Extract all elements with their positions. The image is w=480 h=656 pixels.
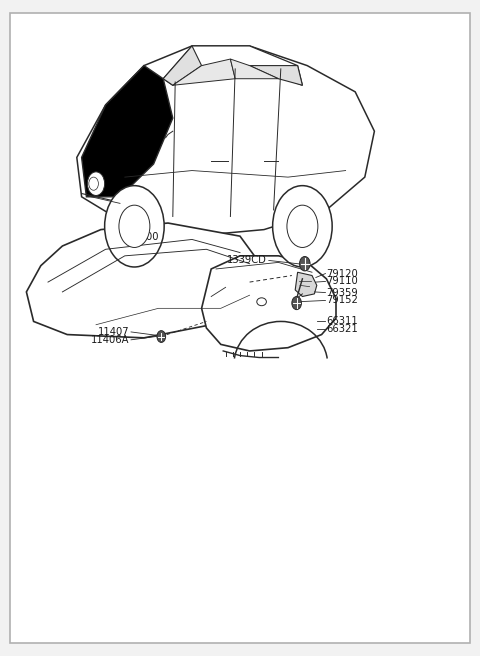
Circle shape <box>157 331 166 342</box>
Polygon shape <box>173 59 235 85</box>
Circle shape <box>292 297 301 310</box>
Text: 11407: 11407 <box>98 327 130 337</box>
Polygon shape <box>77 46 374 236</box>
Text: 66321: 66321 <box>326 324 358 335</box>
Circle shape <box>89 177 98 190</box>
Polygon shape <box>82 66 173 197</box>
Polygon shape <box>163 46 202 85</box>
Polygon shape <box>250 66 302 85</box>
Text: 66400: 66400 <box>127 232 159 243</box>
Polygon shape <box>163 46 302 85</box>
Text: 66311: 66311 <box>326 316 358 327</box>
FancyBboxPatch shape <box>10 13 470 643</box>
Circle shape <box>287 205 318 247</box>
Text: 79120: 79120 <box>326 268 358 279</box>
Text: 1339CD: 1339CD <box>227 255 266 266</box>
Text: 11406A: 11406A <box>91 335 130 345</box>
Circle shape <box>300 256 310 271</box>
Text: 79110: 79110 <box>326 276 358 287</box>
Polygon shape <box>230 59 278 79</box>
Circle shape <box>105 186 164 267</box>
Circle shape <box>87 172 105 195</box>
Text: 79152: 79152 <box>326 295 358 306</box>
Ellipse shape <box>257 298 266 306</box>
Circle shape <box>273 186 332 267</box>
Polygon shape <box>202 256 336 351</box>
Text: 79359: 79359 <box>326 287 358 298</box>
Polygon shape <box>26 223 259 338</box>
Polygon shape <box>295 272 317 297</box>
Circle shape <box>119 205 150 247</box>
